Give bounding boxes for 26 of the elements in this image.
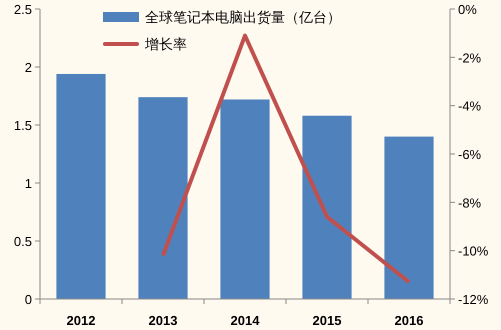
y2-tick-label: -12% [458, 292, 489, 307]
bar [302, 116, 352, 299]
y-tick-label: 1.5 [14, 118, 32, 133]
y-tick-label: 2 [24, 60, 32, 75]
y-tick-label: 0.5 [14, 234, 32, 249]
y-tick-label: 1 [24, 176, 32, 191]
bar [220, 99, 270, 299]
bar [138, 97, 188, 299]
bar [56, 74, 106, 299]
x-tick-label: 2015 [312, 313, 342, 328]
y2-tick-label: -6% [458, 147, 482, 162]
y-tick-label: 0 [24, 292, 32, 307]
legend-label: 全球笔记本电脑出货量（亿台） [145, 9, 341, 25]
x-tick-label: 2013 [148, 313, 178, 328]
legend-label: 增长率 [144, 36, 187, 52]
x-tick-label: 2012 [66, 313, 96, 328]
x-tick-label: 2016 [394, 313, 424, 328]
y2-tick-label: -4% [458, 98, 482, 114]
x-tick-label: 2014 [230, 313, 260, 328]
bar [384, 136, 434, 299]
line-series [161, 34, 411, 284]
y2-tick-label: -2% [458, 50, 482, 66]
y2-tick-label: -10% [458, 244, 489, 259]
y2-tick-label: 0% [458, 2, 478, 17]
y2-tick-label: -8% [458, 195, 482, 210]
y-tick-label: 2.5 [14, 2, 32, 17]
